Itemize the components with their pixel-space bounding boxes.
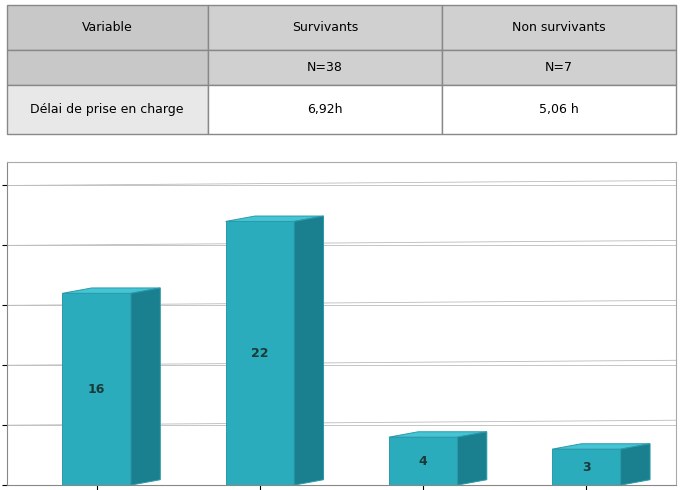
- Bar: [7, 5, 208, 50]
- Bar: [7, 85, 208, 134]
- Bar: [7, 50, 208, 85]
- Bar: [442, 5, 676, 50]
- Polygon shape: [389, 437, 458, 485]
- Bar: [442, 50, 676, 85]
- Polygon shape: [621, 444, 650, 485]
- Text: 4: 4: [419, 455, 428, 467]
- Text: 6,92h: 6,92h: [307, 103, 342, 116]
- Text: 22: 22: [251, 347, 268, 360]
- Polygon shape: [458, 432, 487, 485]
- Text: N=38: N=38: [307, 61, 343, 74]
- Bar: [442, 85, 676, 134]
- Polygon shape: [552, 449, 621, 485]
- Text: Variable: Variable: [82, 21, 133, 34]
- Bar: [208, 5, 442, 50]
- Bar: [208, 85, 442, 134]
- Text: Non survivants: Non survivants: [512, 21, 606, 34]
- Text: N=7: N=7: [545, 61, 573, 74]
- Bar: [208, 50, 442, 85]
- Text: 5,06 h: 5,06 h: [539, 103, 579, 116]
- Polygon shape: [389, 432, 487, 437]
- Polygon shape: [131, 288, 161, 485]
- Polygon shape: [225, 221, 294, 485]
- Text: 16: 16: [88, 383, 105, 396]
- Polygon shape: [294, 216, 324, 485]
- Polygon shape: [225, 216, 324, 221]
- Text: 3: 3: [582, 461, 591, 474]
- Text: Survivants: Survivants: [292, 21, 358, 34]
- Polygon shape: [552, 444, 650, 449]
- Text: Délai de prise en charge: Délai de prise en charge: [31, 103, 184, 116]
- Polygon shape: [62, 288, 161, 294]
- Polygon shape: [62, 294, 131, 485]
